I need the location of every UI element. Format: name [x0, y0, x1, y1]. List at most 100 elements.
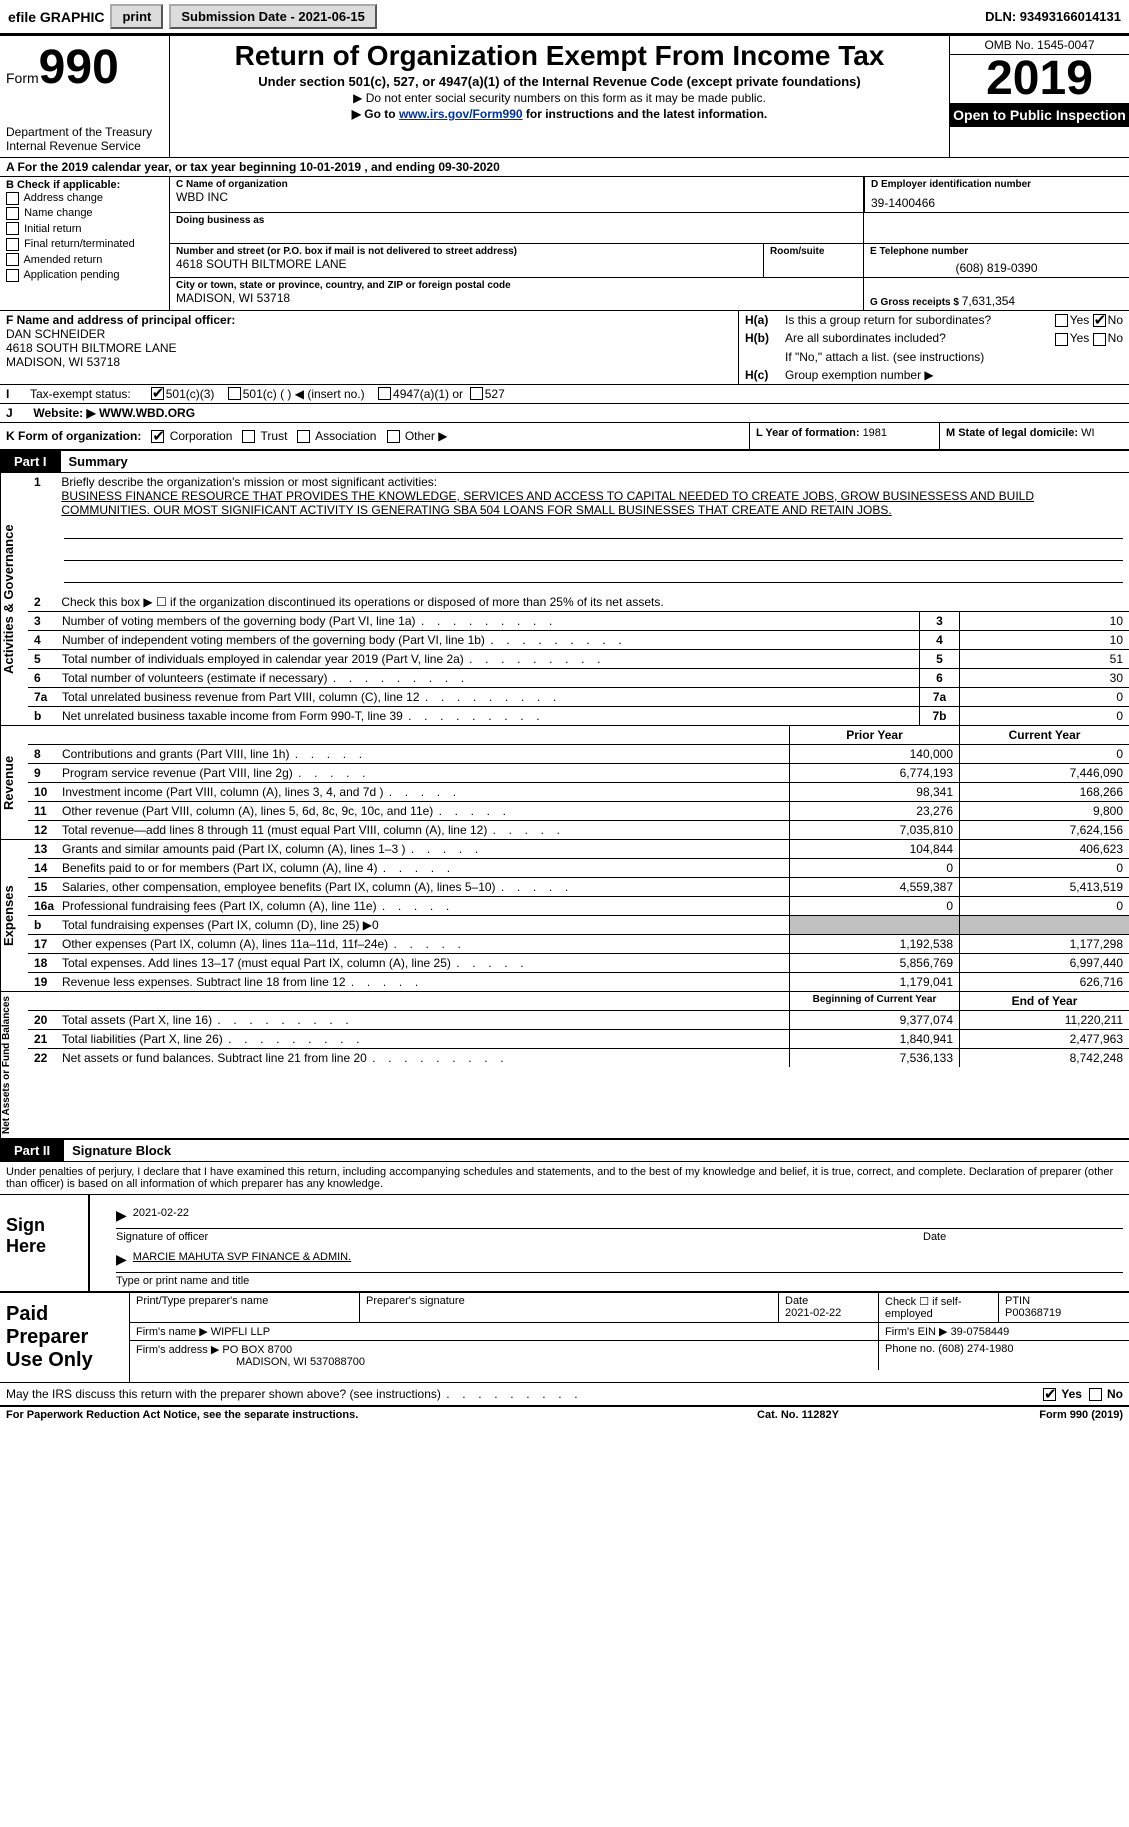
print-button[interactable]: print — [110, 4, 163, 29]
suite-label: Room/suite — [770, 246, 857, 257]
website-link[interactable]: WWW.WBD.ORG — [99, 406, 195, 420]
box-c-city: City or town, state or province, country… — [170, 278, 864, 310]
no-label: No — [1108, 313, 1123, 327]
ptin-label: PTIN — [1005, 1295, 1030, 1307]
sign-here-block: Sign Here ▶ 2021-02-22 Signature of offi… — [0, 1194, 1129, 1291]
ein-value: 39-1400466 — [871, 190, 1123, 210]
checkbox-corp-icon[interactable] — [151, 430, 164, 443]
firm-name: WIPFLI LLP — [211, 1326, 270, 1338]
box-h: H(a) Is this a group return for subordin… — [739, 311, 1129, 384]
opt-527: 527 — [485, 387, 505, 401]
form-subtitle-2: ▶ Do not enter social security numbers o… — [176, 91, 943, 105]
balances-label: Net Assets or Fund Balances — [0, 992, 28, 1138]
sign-here-label: Sign Here — [0, 1195, 90, 1291]
checkbox-yes-icon[interactable] — [1055, 333, 1068, 346]
date-label: Date — [923, 1231, 1123, 1243]
phone-label: E Telephone number — [870, 246, 1123, 257]
submission-date-button[interactable]: Submission Date - 2021-06-15 — [169, 4, 377, 29]
checkbox-other-icon[interactable] — [387, 430, 400, 443]
year-formation: 1981 — [863, 427, 887, 439]
checkbox-no-icon[interactable] — [1093, 333, 1106, 346]
check-final-return[interactable]: Final return/terminated — [6, 237, 163, 252]
firm-addr-cell: Firm's address ▶ PO BOX 8700 MADISON, WI… — [130, 1341, 879, 1370]
form990-link[interactable]: www.irs.gov/Form990 — [399, 107, 523, 121]
phone-label: Phone no. — [885, 1343, 938, 1355]
form-subtitle-1: Under section 501(c), 527, or 4947(a)(1)… — [176, 74, 943, 89]
box-c-to-g: C Name of organization WBD INC D Employe… — [170, 177, 1129, 310]
blank-line — [64, 561, 1123, 583]
date-value: 2021-02-22 — [785, 1307, 841, 1319]
line-2-discontinued: 2 Check this box ▶ ☐ if the organization… — [28, 585, 1129, 611]
gov-line: 7aTotal unrelated business revenue from … — [28, 687, 1129, 706]
name-label: C Name of organization — [176, 179, 857, 190]
discuss-text: May the IRS discuss this return with the… — [6, 1387, 1043, 1401]
form-word: Form — [6, 70, 39, 86]
opt-501c: 501(c) ( ) ◀ (insert no.) — [243, 387, 365, 401]
line-l-label: L Year of formation: — [756, 427, 863, 439]
checkbox-icon — [6, 269, 19, 282]
signature-label: Signature of officer — [116, 1231, 923, 1243]
phone-value: (608) 819-0390 — [870, 257, 1123, 275]
checkbox-trust-icon[interactable] — [242, 430, 255, 443]
check-label: Application pending — [23, 269, 119, 281]
checkbox-527-icon[interactable] — [470, 387, 483, 400]
firm-phone-cell: Phone no. (608) 274-1980 — [879, 1341, 1129, 1370]
expense-line: 15Salaries, other compensation, employee… — [28, 877, 1129, 896]
check-name-change[interactable]: Name change — [6, 206, 163, 221]
expense-line: bTotal fundraising expenses (Part IX, co… — [28, 915, 1129, 934]
opt-assoc: Association — [315, 429, 376, 443]
part-1-title: Summary — [61, 451, 136, 472]
mission-intro: Briefly describe the organization's miss… — [61, 475, 437, 489]
box-b: B Check if applicable: Address change Na… — [0, 177, 170, 310]
end-year-header: End of Year — [959, 992, 1129, 1010]
discuss-row: May the IRS discuss this return with the… — [0, 1382, 1129, 1405]
check-amended[interactable]: Amended return — [6, 253, 163, 268]
open-to-public: Open to Public Inspection — [950, 103, 1129, 127]
street-value: 4618 SOUTH BILTMORE LANE — [176, 257, 757, 271]
tax-year: 2019 — [950, 55, 1129, 103]
section-b-to-g: B Check if applicable: Address change Na… — [0, 176, 1129, 310]
part-2-label: Part II — [0, 1140, 64, 1161]
revenue-line: 12Total revenue—add lines 8 through 11 (… — [28, 820, 1129, 839]
street-label: Number and street (or P.O. box if mail i… — [176, 246, 757, 257]
checkbox-4947-icon[interactable] — [378, 387, 391, 400]
gov-line: 3Number of voting members of the governi… — [28, 611, 1129, 630]
h-note: If "No," attach a list. (see instruction… — [785, 350, 984, 364]
check-initial-return[interactable]: Initial return — [6, 222, 163, 237]
goto-prefix: ▶ Go to — [352, 107, 399, 121]
checkbox-501c-icon[interactable] — [228, 387, 241, 400]
preparer-date: Date2021-02-22 — [779, 1293, 879, 1322]
form-990-num: 990 — [39, 41, 119, 94]
form-header: Form990 Department of the Treasury Inter… — [0, 34, 1129, 157]
checkbox-assoc-icon[interactable] — [297, 430, 310, 443]
h-b-label: H(b) — [745, 331, 785, 345]
section-f-h: F Name and address of principal officer:… — [0, 310, 1129, 384]
check-application-pending[interactable]: Application pending — [6, 268, 163, 283]
firm-addr-label: Firm's address ▶ — [136, 1344, 219, 1356]
form-number: Form990 — [6, 40, 163, 95]
opt-501c3: 501(c)(3) — [166, 387, 215, 401]
goto-suffix: for instructions and the latest informat… — [523, 107, 768, 121]
checkbox-no-icon[interactable] — [1089, 1388, 1102, 1401]
footer-row: For Paperwork Reduction Act Notice, see … — [0, 1405, 1129, 1423]
line-i-text: Tax-exempt status: — [30, 387, 131, 401]
check-address-change[interactable]: Address change — [6, 191, 163, 206]
revenue-line: 9Program service revenue (Part VIII, lin… — [28, 763, 1129, 782]
efile-prefix: efile — [8, 9, 36, 25]
checkbox-yes-icon[interactable] — [1055, 314, 1068, 327]
header-left: Form990 Department of the Treasury Inter… — [0, 36, 170, 157]
blank-line — [64, 539, 1123, 561]
checkbox-yes-icon[interactable] — [1043, 1388, 1056, 1401]
h-c-label: H(c) — [745, 368, 785, 382]
officer-city: MADISON, WI 53718 — [6, 355, 732, 369]
line-k: K Form of organization: Corporation Trus… — [0, 423, 749, 449]
gov-line: 6Total number of volunteers (estimate if… — [28, 668, 1129, 687]
checkbox-501c3-icon[interactable] — [151, 387, 164, 400]
expenses-label: Expenses — [0, 840, 28, 991]
ptin-value: P00368719 — [1005, 1307, 1061, 1319]
line-m-label: M State of legal domicile: — [946, 427, 1081, 439]
line-i-label: I — [6, 387, 30, 401]
revenue-line: 8Contributions and grants (Part VIII, li… — [28, 744, 1129, 763]
checkbox-no-icon[interactable] — [1093, 314, 1106, 327]
firm-name-label: Firm's name ▶ — [136, 1326, 208, 1338]
